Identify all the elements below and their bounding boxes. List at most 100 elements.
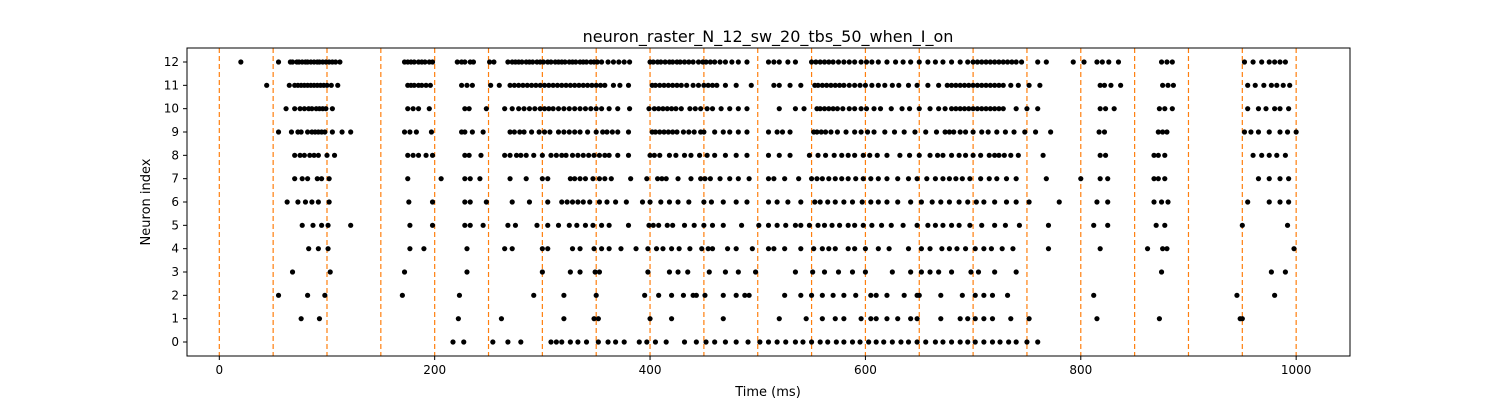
y-tick-label: 10: [164, 102, 179, 116]
spike-dot: [800, 339, 806, 345]
spike-dot: [748, 82, 754, 88]
spike-dot: [541, 82, 548, 88]
spike-dot: [826, 59, 832, 65]
spike-dot: [803, 316, 809, 322]
spike-dot: [914, 82, 920, 88]
spike-dot: [720, 316, 726, 322]
spike-dot: [348, 129, 354, 135]
spike-dot: [916, 106, 922, 112]
spike-dot: [328, 82, 334, 88]
spike-dot: [738, 222, 745, 228]
spike-dot: [908, 199, 914, 205]
spike-dot: [735, 129, 741, 135]
spike-dot: [942, 129, 948, 135]
spike-dot: [871, 106, 877, 112]
spike-dot: [478, 152, 484, 158]
spike-dot: [456, 292, 463, 298]
spike-dot: [1169, 59, 1175, 65]
spike-dot: [656, 292, 662, 298]
spike-dot: [555, 106, 562, 112]
spike-dot: [733, 82, 739, 88]
spike-dot: [729, 59, 735, 65]
spike-dot: [811, 246, 817, 252]
spike-dot: [882, 82, 888, 88]
spike-dot: [875, 246, 881, 252]
spike-dot: [528, 129, 535, 135]
spike-dot: [835, 269, 842, 275]
spike-dot: [948, 59, 955, 65]
spike-dot: [526, 106, 533, 112]
spike-dot: [583, 339, 590, 345]
spike-dot: [1255, 106, 1262, 112]
spike-dot: [771, 59, 777, 65]
spike-dot: [1013, 199, 1019, 205]
spike-dot: [835, 59, 842, 65]
spike-dot: [873, 339, 879, 345]
spike-dot: [845, 246, 851, 252]
spike-dot: [862, 269, 869, 275]
y-tick-label: 2: [171, 288, 179, 302]
spike-dot: [944, 82, 950, 88]
spike-dot: [869, 222, 875, 228]
spike-dot: [792, 106, 799, 112]
spike-dot: [940, 222, 946, 228]
spike-dot: [859, 199, 865, 205]
spike-dot: [606, 222, 612, 228]
spike-dot: [467, 176, 473, 182]
spike-dot: [1105, 222, 1111, 228]
spike-dot: [616, 59, 622, 65]
spike-dot: [561, 292, 567, 298]
spike-dot: [765, 246, 772, 252]
spike-dot: [513, 152, 520, 158]
spike-dot: [946, 176, 953, 182]
spike-dot: [916, 152, 922, 158]
spike-dot: [934, 152, 941, 158]
x-tick-label: 1000: [1281, 363, 1312, 377]
spike-dot: [867, 152, 873, 158]
spike-dot: [275, 59, 282, 65]
spike-dot: [813, 59, 819, 65]
spike-dot: [505, 339, 511, 345]
spike-dot: [776, 82, 782, 88]
spike-dot: [722, 339, 729, 345]
spike-dot: [974, 106, 981, 112]
spike-dot: [973, 199, 979, 205]
spike-dot: [1158, 59, 1165, 65]
spike-dot: [744, 152, 750, 158]
y-tick-label: 6: [171, 195, 179, 209]
spike-dot: [324, 82, 330, 88]
spike-dot: [972, 339, 978, 345]
spike-dot: [1274, 152, 1280, 158]
spike-dot: [956, 152, 962, 158]
spike-dot: [1045, 246, 1052, 252]
spike-dot: [992, 82, 998, 88]
spike-dot: [458, 82, 465, 88]
spike-dot: [1106, 59, 1112, 65]
spike-dot: [1268, 82, 1274, 88]
spike-dot: [668, 316, 675, 322]
spike-dot: [787, 82, 793, 88]
spike-dot: [908, 59, 914, 65]
spike-dot: [559, 339, 565, 345]
spike-dot: [483, 199, 489, 205]
spike-dot: [808, 59, 815, 65]
spike-dot: [702, 176, 708, 182]
spike-dot: [981, 246, 987, 252]
spike-dot: [292, 106, 298, 112]
spike-dot: [843, 129, 849, 135]
spike-dot: [292, 176, 298, 182]
spike-dot: [693, 339, 699, 345]
spike-dot: [625, 222, 632, 228]
spike-dot: [746, 176, 752, 182]
spike-dot: [299, 176, 305, 182]
spike-dot: [961, 106, 968, 112]
spike-dot: [712, 152, 718, 158]
spike-dot: [826, 246, 832, 252]
spike-dot: [684, 82, 690, 88]
spike-dot: [681, 152, 688, 158]
spike-dot: [509, 106, 515, 112]
spike-dot: [936, 106, 942, 112]
spike-dot: [335, 82, 341, 88]
spike-dot: [846, 106, 852, 112]
spike-dot: [688, 176, 694, 182]
